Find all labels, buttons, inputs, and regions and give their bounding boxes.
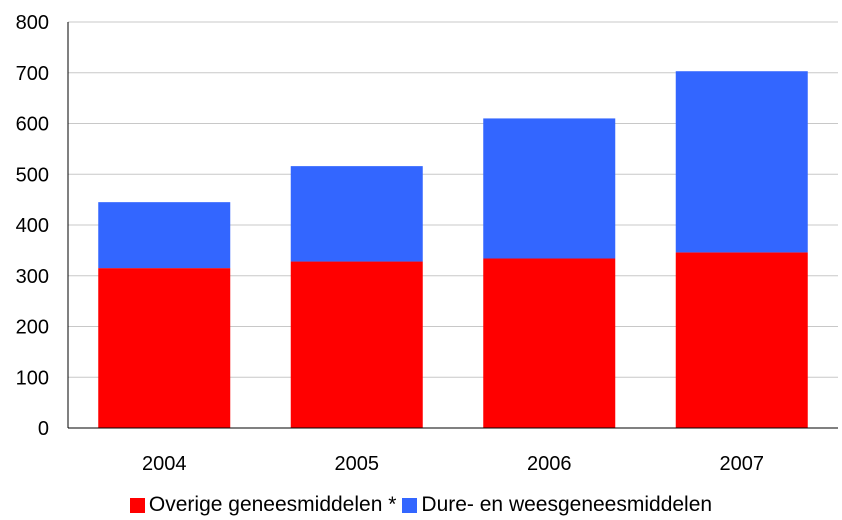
legend: Overige geneesmiddelen * Dure- en weesge… bbox=[0, 490, 842, 520]
y-tick-label: 200 bbox=[16, 317, 49, 339]
y-tick-label: 400 bbox=[16, 215, 49, 237]
bar-overige-2004 bbox=[98, 268, 231, 428]
y-tick-label: 300 bbox=[16, 266, 49, 288]
x-tick-label: 2007 bbox=[720, 453, 765, 475]
legend-swatch-overige bbox=[129, 497, 145, 513]
x-tick-label: 2004 bbox=[142, 453, 187, 475]
y-tick-label: 100 bbox=[16, 367, 49, 389]
y-tick-label: 700 bbox=[16, 63, 49, 85]
y-tick-label: 500 bbox=[16, 164, 49, 186]
bar-dure-2005 bbox=[290, 166, 423, 262]
x-tick-label: 2005 bbox=[335, 453, 380, 475]
bar-overige-2007 bbox=[675, 252, 808, 428]
x-tick-labels: 2004 2005 2006 2007 bbox=[142, 453, 764, 475]
y-tick-label: 0 bbox=[38, 418, 49, 440]
bar-overige-2006 bbox=[483, 258, 616, 428]
bar-dure-2004 bbox=[98, 202, 231, 269]
x-tick-label: 2006 bbox=[527, 453, 572, 475]
axes bbox=[67, 22, 838, 429]
bar-dure-2006 bbox=[483, 118, 616, 259]
bar-overige-2005 bbox=[290, 261, 423, 428]
legend-swatch-dure bbox=[402, 497, 418, 513]
legend-label-overige: Overige geneesmiddelen * bbox=[148, 493, 397, 516]
legend-label-dure: Dure- en weesgeneesmiddelen bbox=[421, 493, 713, 516]
y-tick-label: 600 bbox=[16, 114, 49, 136]
bars bbox=[98, 71, 808, 428]
bar-dure-2007 bbox=[675, 71, 808, 253]
legend-item-overige: Overige geneesmiddelen * bbox=[129, 493, 397, 517]
legend-item-dure: Dure- en weesgeneesmiddelen bbox=[402, 493, 712, 517]
y-tick-labels: 0 100 200 300 400 500 600 700 800 bbox=[16, 12, 49, 440]
y-tick-label: 800 bbox=[16, 12, 49, 34]
